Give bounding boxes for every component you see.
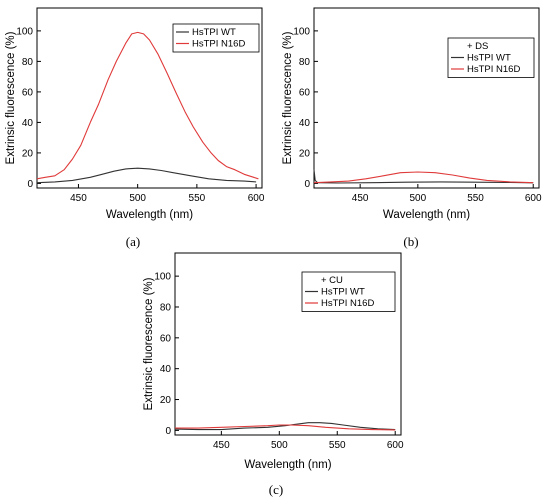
x-tick-label: 450 xyxy=(352,193,369,204)
legend-box xyxy=(172,23,260,53)
series-line-wt xyxy=(174,422,396,431)
y-tick-label: 80 xyxy=(299,57,311,68)
series-line-n16d xyxy=(36,31,259,180)
chart-panel-c: 0 20 40 60 80 100 450 500 550 600 Wavelength (nm) E… xyxy=(143,252,404,497)
chart-panel-a: 0 20 40 60 80 100 450 500 550 600 Wavelength (nm) E… xyxy=(5,7,265,249)
series-line-n16d xyxy=(175,424,396,431)
panel-label: (c) xyxy=(269,482,283,497)
chart-panel-b: 0 20 40 60 80 100 450 500 550 600 Wavelength (nm) E… xyxy=(282,7,542,249)
y-tick-label: 100 xyxy=(154,272,171,283)
plot-frame xyxy=(36,7,263,189)
x-tick-label: 600 xyxy=(387,440,404,451)
y-tick-label: 40 xyxy=(299,118,311,129)
legend-entry: HsTPI N16D xyxy=(467,64,520,75)
y-tick-label: 0 xyxy=(165,426,171,437)
series-line-wt xyxy=(313,169,534,184)
y-tick-label: 60 xyxy=(22,87,34,98)
y-axis-label: Extrinsic fluorescence (%) xyxy=(5,31,17,164)
y-tick-label: 100 xyxy=(16,26,33,37)
series-line-wt xyxy=(36,167,257,184)
y-tick-label: 80 xyxy=(160,302,172,313)
y-tick-label: 0 xyxy=(27,179,33,190)
legend-title: + DS xyxy=(467,41,488,52)
panel-label: (b) xyxy=(403,234,418,249)
y-tick-label: 100 xyxy=(293,26,310,37)
legend-entry: HsTPI N16D xyxy=(192,39,245,50)
legend-entry: HsTPI WT xyxy=(192,27,236,38)
plot-frame xyxy=(174,252,402,436)
x-tick-label: 550 xyxy=(189,193,206,204)
x-axis-label: Wavelength (nm) xyxy=(383,209,470,221)
x-tick-label: 500 xyxy=(410,193,427,204)
x-tick-label: 500 xyxy=(129,193,146,204)
x-axis-label: Wavelength (nm) xyxy=(106,209,193,221)
x-tick-label: 550 xyxy=(467,193,484,204)
y-tick-label: 40 xyxy=(22,118,34,129)
x-tick-label: 600 xyxy=(248,193,265,204)
x-tick-label: 550 xyxy=(329,440,346,451)
y-tick-label: 80 xyxy=(22,57,34,68)
plot-frame xyxy=(313,7,540,189)
x-tick-label: 500 xyxy=(271,440,288,451)
series-line-n16d xyxy=(313,171,534,184)
legend-title: + CU xyxy=(321,275,343,286)
y-tick-label: 60 xyxy=(299,87,311,98)
y-tick-label: 0 xyxy=(304,179,310,190)
y-axis-label: Extrinsic fluorescence (%) xyxy=(282,31,294,164)
y-tick-label: 60 xyxy=(160,333,172,344)
y-axis-label: Extrinsic fluorescence (%) xyxy=(143,277,155,410)
x-tick-label: 600 xyxy=(525,193,542,204)
y-tick-label: 20 xyxy=(22,148,34,159)
panel-label: (a) xyxy=(126,234,140,249)
x-tick-label: 450 xyxy=(213,440,230,451)
y-tick-label: 20 xyxy=(160,395,172,406)
y-tick-label: 20 xyxy=(299,148,311,159)
x-axis-label: Wavelength (nm) xyxy=(244,459,331,471)
legend-entry: HsTPI WT xyxy=(321,287,365,298)
x-tick-label: 450 xyxy=(70,193,87,204)
legend-entry: HsTPI WT xyxy=(467,53,511,64)
y-tick-label: 40 xyxy=(160,364,172,375)
legend-entry: HsTPI N16D xyxy=(321,298,374,309)
